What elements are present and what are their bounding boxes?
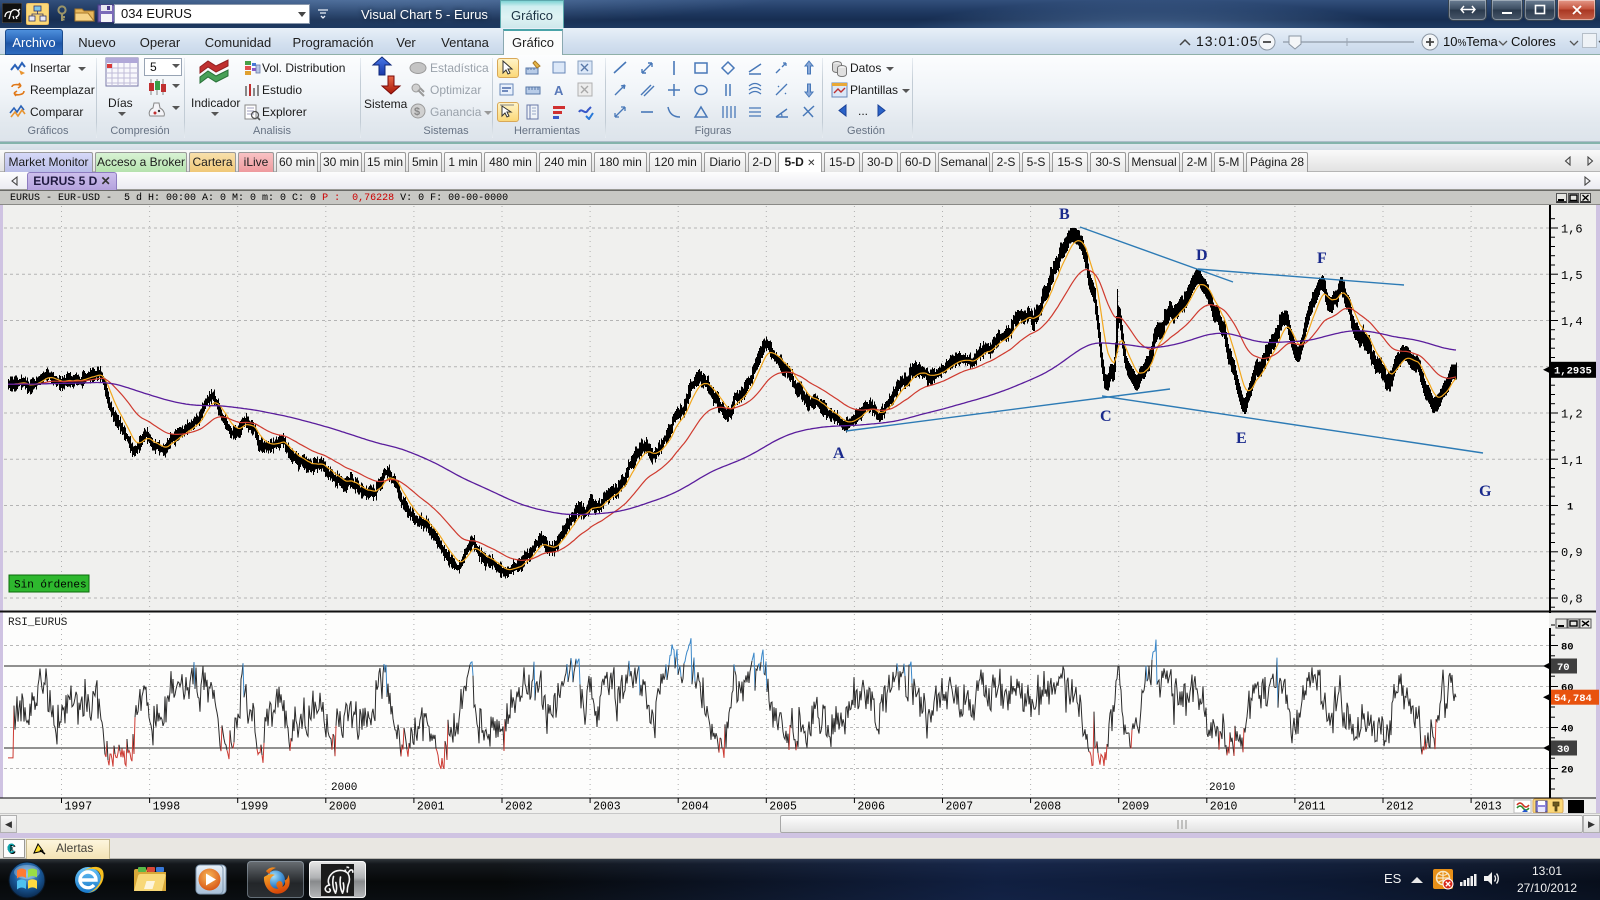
svg-text:1999: 1999	[241, 801, 269, 814]
svg-text:80: 80	[1561, 642, 1574, 654]
svg-text:2012: 2012	[1386, 801, 1414, 814]
svg-text:1,2935: 1,2935	[1554, 366, 1592, 378]
svg-text:2009: 2009	[1122, 801, 1150, 814]
svg-text:54,784: 54,784	[1554, 693, 1592, 705]
svg-text:B: B	[1059, 206, 1070, 223]
svg-text:A: A	[554, 83, 564, 98]
svg-text:A: A	[833, 445, 845, 462]
svg-text:2010: 2010	[1210, 801, 1238, 814]
svg-text:Sin órdenes: Sin órdenes	[14, 580, 87, 592]
svg-text:30: 30	[1557, 744, 1570, 756]
svg-text:1998: 1998	[153, 801, 181, 814]
svg-text:70: 70	[1557, 662, 1570, 674]
svg-text:E: E	[1236, 430, 1247, 447]
svg-text:2000: 2000	[331, 782, 357, 794]
svg-text:2005: 2005	[769, 801, 797, 814]
svg-text:2000: 2000	[329, 801, 357, 814]
svg-text:2010: 2010	[1209, 782, 1235, 794]
svg-text:2003: 2003	[593, 801, 621, 814]
svg-text:1,4: 1,4	[1561, 315, 1583, 329]
svg-text:0,9: 0,9	[1561, 546, 1583, 560]
svg-text:2008: 2008	[1034, 801, 1062, 814]
svg-text:$: $	[414, 106, 420, 118]
svg-text:2001: 2001	[417, 801, 445, 814]
svg-text:2006: 2006	[857, 801, 885, 814]
svg-text:1,6: 1,6	[1561, 223, 1583, 237]
svg-text:40: 40	[1561, 724, 1574, 736]
svg-text:C: C	[1100, 408, 1112, 425]
svg-text:RSI_EURUS: RSI_EURUS	[8, 617, 68, 629]
svg-text:1,2: 1,2	[1561, 408, 1583, 422]
svg-text:G: G	[1479, 483, 1492, 500]
svg-text:2004: 2004	[681, 801, 709, 814]
svg-text:2002: 2002	[505, 801, 533, 814]
svg-text:2011: 2011	[1298, 801, 1326, 814]
svg-text:1,1: 1,1	[1561, 454, 1583, 468]
svg-text:20: 20	[1561, 765, 1574, 777]
svg-text:2007: 2007	[946, 801, 974, 814]
svg-text:F: F	[1317, 250, 1327, 267]
svg-text:1997: 1997	[65, 801, 93, 814]
svg-text:2013: 2013	[1474, 801, 1502, 814]
svg-text:0,8: 0,8	[1561, 593, 1583, 607]
svg-text:1,5: 1,5	[1561, 269, 1583, 283]
svg-text:D: D	[1196, 247, 1208, 264]
svg-text:1: 1	[1567, 502, 1573, 514]
